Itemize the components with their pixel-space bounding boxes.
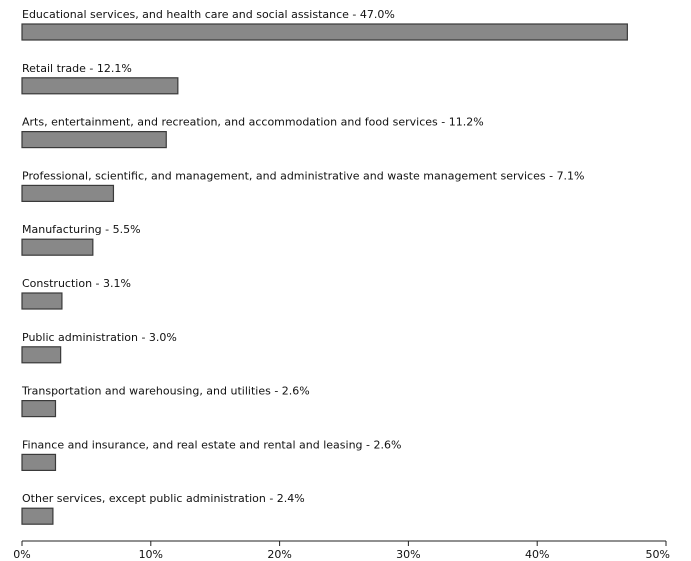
bar	[21, 23, 628, 41]
bar-label: Other services, except public administra…	[22, 492, 305, 505]
bar	[21, 77, 179, 95]
x-tick-label: 20%	[267, 548, 291, 561]
x-tick-label: 10%	[139, 548, 163, 561]
bar	[21, 131, 167, 149]
bar	[21, 184, 115, 202]
bar-label: Arts, entertainment, and recreation, and…	[22, 116, 484, 129]
bar	[21, 453, 57, 471]
x-tick-label: 0%	[13, 548, 30, 561]
x-tick-label: 50%	[646, 548, 670, 561]
bar-label: Retail trade - 12.1%	[22, 62, 132, 75]
bar	[21, 346, 62, 364]
bar	[21, 507, 54, 525]
bar-label: Finance and insurance, and real estate a…	[22, 438, 401, 451]
bar	[21, 292, 63, 310]
bar-label: Transportation and warehousing, and util…	[21, 385, 310, 398]
bar	[21, 238, 94, 256]
bar-label: Manufacturing - 5.5%	[22, 223, 141, 236]
x-tick-label: 30%	[396, 548, 420, 561]
bar	[21, 400, 57, 418]
bar-label: Public administration - 3.0%	[22, 331, 177, 344]
x-tick-label: 40%	[525, 548, 549, 561]
bar-label: Educational services, and health care an…	[22, 8, 395, 21]
bar-label: Construction - 3.1%	[22, 277, 131, 290]
bar-label: Professional, scientific, and management…	[22, 169, 585, 182]
